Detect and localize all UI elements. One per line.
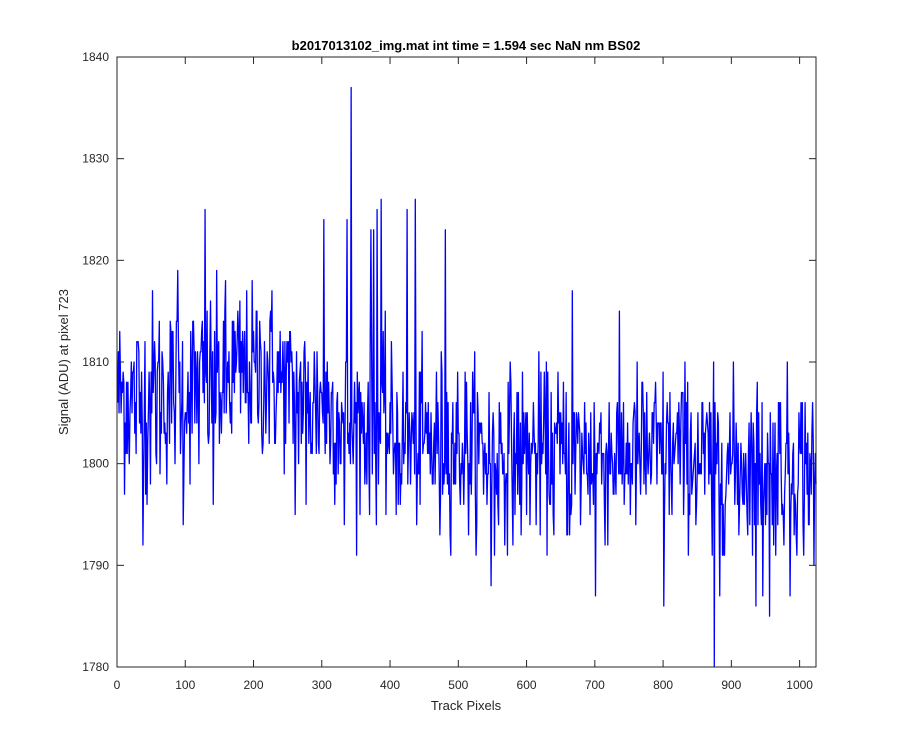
series-layer	[117, 86, 817, 668]
y-tick-label: 1810	[82, 355, 109, 369]
y-tick-label: 1840	[82, 50, 109, 64]
x-tick-label: 200	[244, 678, 264, 692]
y-tick-label: 1790	[82, 558, 109, 572]
y-axis-label: Signal (ADU) at pixel 723	[56, 289, 71, 435]
x-axis-label: Track Pixels	[431, 698, 502, 713]
y-tick-label: 1800	[82, 457, 109, 471]
y-tick-label: 1830	[82, 152, 109, 166]
chart-title: b2017013102_img.mat int time = 1.594 sec…	[292, 38, 641, 53]
y-axis: 1780 1790 1800 1810 1820 1830 1840	[82, 50, 816, 674]
x-tick-label: 900	[721, 678, 741, 692]
y-tick-label: 1780	[82, 660, 109, 674]
x-tick-label: 500	[448, 678, 468, 692]
x-axis: 0 100 200 300 400 500 600 700 800 900 1000	[114, 57, 813, 692]
x-tick-label: 100	[175, 678, 195, 692]
x-tick-label: 600	[517, 678, 537, 692]
y-tick-label: 1820	[82, 253, 109, 267]
x-tick-label: 1000	[786, 678, 813, 692]
x-tick-label: 400	[380, 678, 400, 692]
x-tick-label: 300	[312, 678, 332, 692]
series-line	[117, 86, 817, 668]
x-tick-label: 800	[653, 678, 673, 692]
x-tick-label: 0	[114, 678, 121, 692]
plot-area	[117, 57, 816, 667]
x-tick-label: 700	[585, 678, 605, 692]
